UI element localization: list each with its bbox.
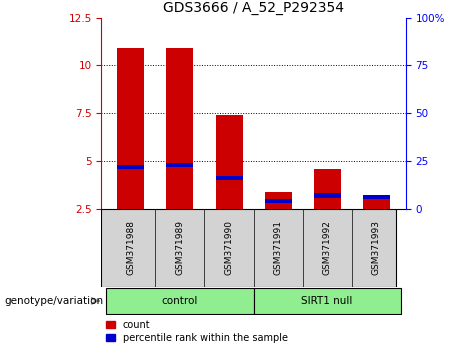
Bar [363, 195, 390, 209]
Bar [265, 192, 292, 209]
Title: GDS3666 / A_52_P292354: GDS3666 / A_52_P292354 [163, 1, 344, 15]
Text: GSM371992: GSM371992 [323, 220, 331, 275]
Text: GSM371991: GSM371991 [273, 220, 283, 275]
Bar [313, 169, 341, 209]
Text: control: control [162, 296, 198, 306]
Bar [363, 195, 390, 200]
Text: SIRT1 null: SIRT1 null [301, 296, 353, 306]
Bar [118, 165, 144, 169]
Bar [265, 199, 292, 203]
Bar [313, 193, 341, 198]
Bar [254, 288, 401, 314]
Bar [216, 115, 242, 209]
Bar [166, 163, 194, 167]
Text: GSM371990: GSM371990 [225, 220, 234, 275]
Bar [118, 48, 144, 209]
Bar [216, 176, 242, 181]
Text: GSM371989: GSM371989 [176, 220, 184, 275]
Bar [166, 48, 194, 209]
Text: GSM371988: GSM371988 [126, 220, 136, 275]
Text: GSM371993: GSM371993 [372, 220, 381, 275]
Legend: count, percentile rank within the sample: count, percentile rank within the sample [106, 320, 288, 343]
Bar [106, 288, 254, 314]
Text: genotype/variation: genotype/variation [5, 296, 104, 306]
